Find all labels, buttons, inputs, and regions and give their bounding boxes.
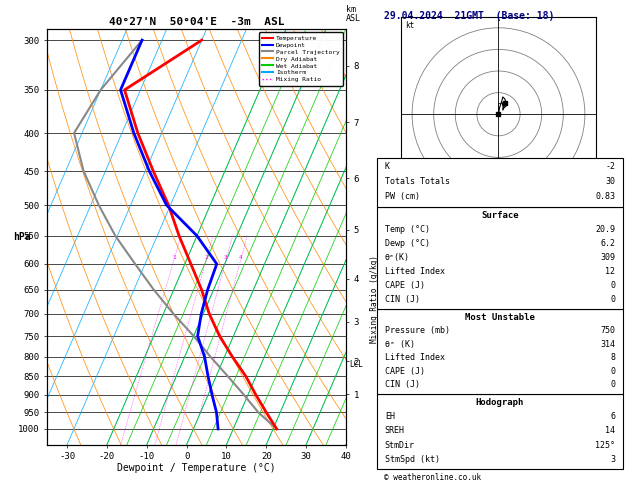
Text: 30: 30 (605, 177, 615, 186)
Text: Dewp (°C): Dewp (°C) (385, 239, 430, 248)
Text: 29.04.2024  21GMT  (Base: 18): 29.04.2024 21GMT (Base: 18) (384, 11, 554, 21)
Text: CIN (J): CIN (J) (385, 380, 420, 389)
Text: km
ASL: km ASL (346, 5, 361, 23)
Text: 0: 0 (610, 380, 615, 389)
Text: CAPE (J): CAPE (J) (385, 280, 425, 290)
Text: 0: 0 (610, 295, 615, 304)
Text: Totals Totals: Totals Totals (385, 177, 450, 186)
Text: -2: -2 (605, 162, 615, 172)
Text: θᵉ(K): θᵉ(K) (385, 253, 409, 261)
Text: 2: 2 (204, 255, 208, 260)
Text: Hodograph: Hodograph (476, 398, 524, 407)
Text: PW (cm): PW (cm) (385, 192, 420, 201)
Text: 3: 3 (610, 455, 615, 464)
Text: 14: 14 (605, 426, 615, 435)
Text: hPa: hPa (13, 232, 31, 242)
Text: LCL: LCL (349, 360, 363, 369)
Text: CIN (J): CIN (J) (385, 295, 420, 304)
Text: Surface: Surface (481, 211, 519, 220)
Text: 314: 314 (600, 340, 615, 348)
Text: CAPE (J): CAPE (J) (385, 366, 425, 376)
Text: Most Unstable: Most Unstable (465, 312, 535, 322)
Text: 750: 750 (600, 326, 615, 335)
Text: © weatheronline.co.uk: © weatheronline.co.uk (384, 473, 481, 482)
Text: 0: 0 (610, 280, 615, 290)
Text: Mixing Ratio (g/kg): Mixing Ratio (g/kg) (370, 255, 379, 343)
Text: 309: 309 (600, 253, 615, 261)
Text: SREH: SREH (385, 426, 404, 435)
Text: 1: 1 (172, 255, 175, 260)
Text: 0.83: 0.83 (596, 192, 615, 201)
Text: Pressure (mb): Pressure (mb) (385, 326, 450, 335)
Text: Temp (°C): Temp (°C) (385, 225, 430, 234)
Text: θᵉ (K): θᵉ (K) (385, 340, 415, 348)
Text: 3: 3 (224, 255, 228, 260)
Text: K: K (385, 162, 390, 172)
Text: Lifted Index: Lifted Index (385, 353, 445, 362)
Text: 20.9: 20.9 (596, 225, 615, 234)
X-axis label: Dewpoint / Temperature (°C): Dewpoint / Temperature (°C) (117, 463, 276, 473)
Text: 6.2: 6.2 (600, 239, 615, 248)
Text: 12: 12 (605, 267, 615, 276)
Legend: Temperature, Dewpoint, Parcel Trajectory, Dry Adiabat, Wet Adiabat, Isotherm, Mi: Temperature, Dewpoint, Parcel Trajectory… (259, 32, 343, 86)
Text: Lifted Index: Lifted Index (385, 267, 445, 276)
Text: StmSpd (kt): StmSpd (kt) (385, 455, 440, 464)
Title: 40°27'N  50°04'E  -3m  ASL: 40°27'N 50°04'E -3m ASL (109, 17, 284, 27)
Text: 0: 0 (610, 366, 615, 376)
Text: 6: 6 (610, 412, 615, 421)
Text: 4: 4 (239, 255, 243, 260)
Text: 125°: 125° (596, 441, 615, 450)
Text: EH: EH (385, 412, 395, 421)
Text: StmDir: StmDir (385, 441, 415, 450)
Text: kt: kt (406, 21, 415, 30)
Text: 8: 8 (610, 353, 615, 362)
